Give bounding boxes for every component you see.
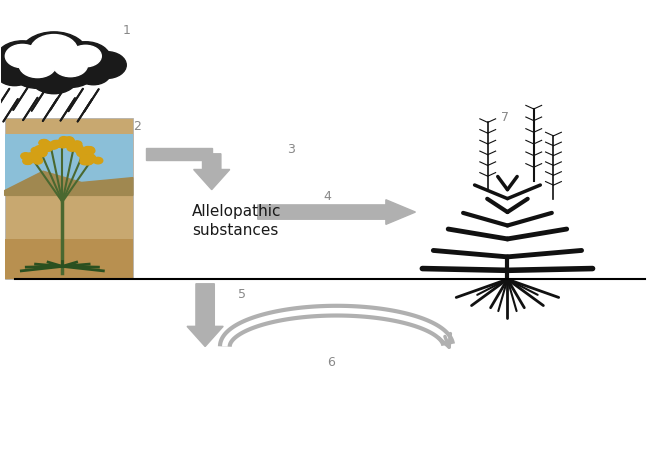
Circle shape [70,45,101,67]
Circle shape [40,139,49,146]
Circle shape [80,158,89,165]
Circle shape [33,147,42,154]
Circle shape [77,61,110,85]
Circle shape [30,35,78,67]
Circle shape [58,142,68,148]
Text: Allelopathic
substances: Allelopathic substances [192,203,281,239]
Circle shape [21,153,31,160]
Circle shape [26,153,36,159]
FancyArrow shape [193,154,230,189]
Circle shape [73,141,82,147]
Circle shape [56,141,65,147]
Text: 2: 2 [133,120,141,133]
Circle shape [53,53,88,77]
Circle shape [65,138,74,144]
Circle shape [40,143,50,149]
Circle shape [38,150,47,156]
Circle shape [19,52,56,78]
Circle shape [83,158,92,165]
Circle shape [53,140,63,147]
Circle shape [63,140,72,147]
Circle shape [93,157,103,164]
Circle shape [38,150,47,156]
FancyArrow shape [187,284,223,346]
Circle shape [44,51,96,87]
Circle shape [31,147,41,154]
Circle shape [37,150,47,157]
Polygon shape [5,171,133,195]
Circle shape [49,143,58,149]
Circle shape [74,146,83,152]
Text: 6: 6 [327,356,335,369]
Circle shape [39,140,48,146]
Circle shape [87,51,126,78]
Circle shape [83,147,92,153]
Circle shape [21,153,30,159]
Circle shape [84,158,94,165]
Circle shape [51,141,61,148]
FancyArrow shape [146,147,212,160]
Circle shape [88,156,97,163]
Text: 7: 7 [501,111,509,124]
FancyBboxPatch shape [5,118,133,279]
Circle shape [84,147,93,154]
Circle shape [66,142,75,148]
Circle shape [59,137,69,143]
Circle shape [77,150,86,156]
Circle shape [83,147,93,153]
FancyBboxPatch shape [5,134,133,195]
FancyBboxPatch shape [5,239,133,279]
Circle shape [64,140,73,147]
Circle shape [23,158,32,165]
Circle shape [32,155,41,161]
Circle shape [30,154,39,161]
Circle shape [62,140,71,147]
Circle shape [5,44,40,68]
Circle shape [85,147,95,154]
Circle shape [43,145,52,152]
Circle shape [0,60,33,86]
Circle shape [80,155,90,161]
Circle shape [67,145,77,151]
Circle shape [86,154,95,161]
Text: 4: 4 [323,190,331,203]
Circle shape [84,156,94,162]
FancyArrow shape [257,200,415,225]
Circle shape [42,141,51,148]
Circle shape [43,142,53,149]
Circle shape [0,51,22,79]
Circle shape [77,148,86,155]
Circle shape [85,147,94,153]
Circle shape [33,157,43,164]
Circle shape [64,137,74,143]
Circle shape [23,158,33,164]
Circle shape [35,149,44,155]
Circle shape [61,42,110,76]
Circle shape [63,139,73,146]
Circle shape [30,61,78,94]
Text: 1: 1 [123,24,131,37]
Text: 5: 5 [238,289,246,301]
Text: 3: 3 [287,143,295,156]
Circle shape [20,32,88,78]
Circle shape [0,41,49,77]
Circle shape [35,146,44,152]
Circle shape [73,144,83,151]
Circle shape [73,145,83,152]
Circle shape [10,51,65,88]
Circle shape [51,140,60,147]
Circle shape [32,148,42,155]
